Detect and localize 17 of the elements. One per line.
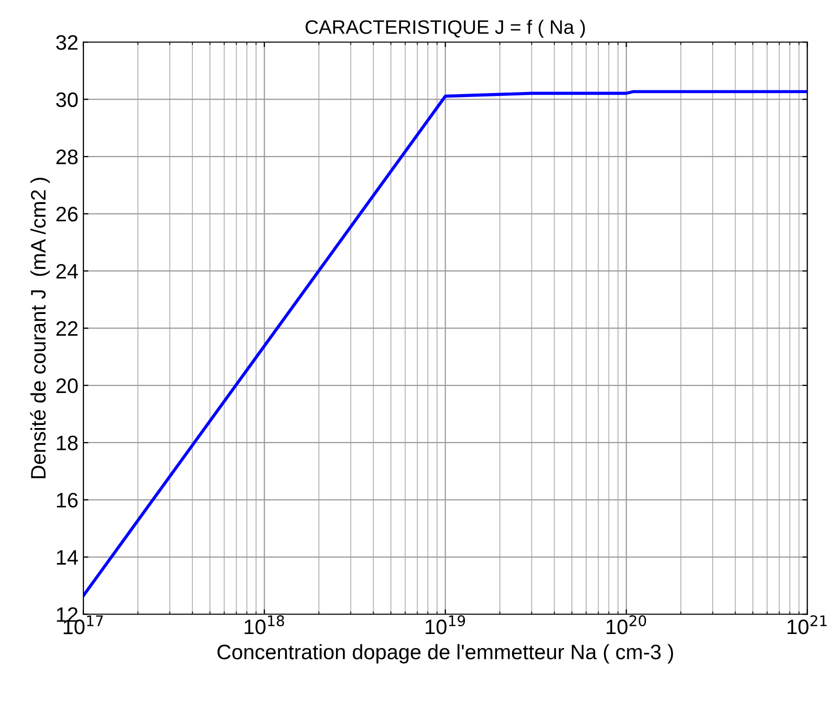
x-tick-label: 10$^{19}$ [426,615,466,634]
y-tick-label: 24 [56,264,78,279]
y-tick-label: 20 [56,378,78,394]
y-tick-label: 26 [56,206,78,222]
x-tick-label: 10$^{18}$ [244,615,284,634]
x-axis-title: Concentration dopage de l'emmetteur Na ( cm-3 ) [217,644,674,664]
y-tick-label: 30 [56,92,78,108]
chart-title: CARACTERISTIQUE J = f ( Na ) [306,20,585,38]
x-tick-label: 10$^{21}$ [788,615,827,634]
y-axis-title: Densité de courant J (mA /cm2 ) [30,178,50,478]
y-tick-label: 16 [56,492,78,508]
x-tick-label: 10$^{20}$ [606,615,646,634]
y-tick-label: 22 [56,321,78,336]
y-tick-label: 18 [56,436,78,450]
y-tick-label: 14 [56,550,78,565]
y-tick-label: 28 [56,150,78,164]
y-tick-label: 32 [56,35,78,50]
